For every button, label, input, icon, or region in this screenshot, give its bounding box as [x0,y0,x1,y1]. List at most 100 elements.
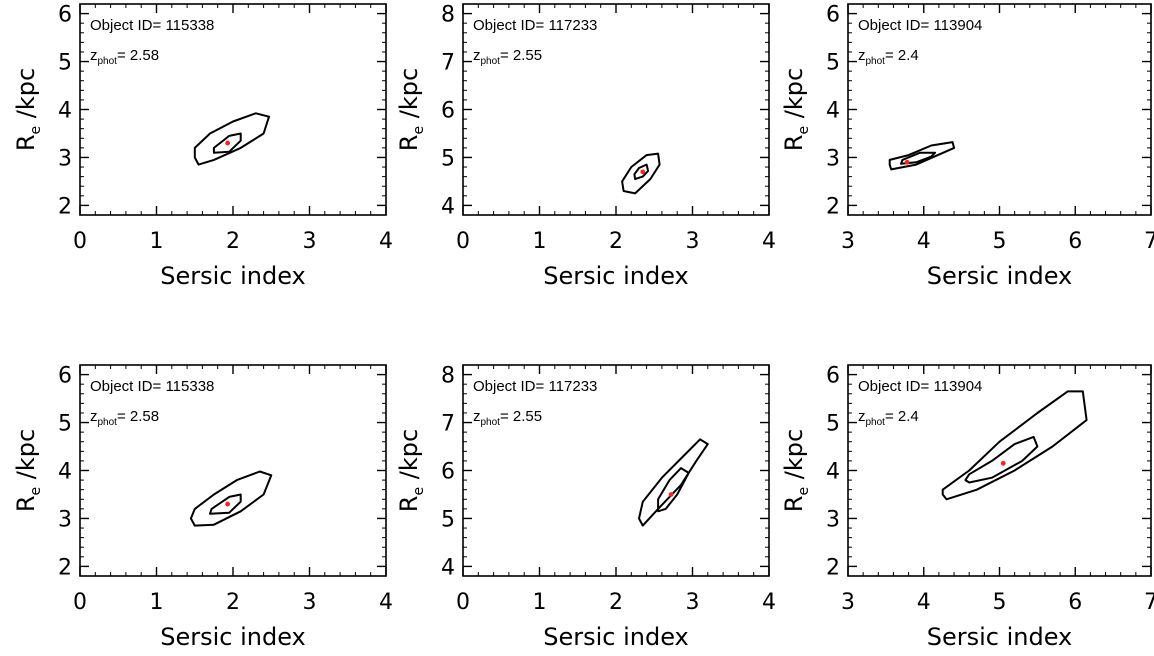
best-fit-point [1000,460,1006,466]
x-tick-label: 4 [917,229,931,254]
y-tick-label: 6 [826,364,840,389]
plot-frame [462,3,770,216]
y-tick-label: 5 [441,507,455,532]
redshift-subscript: phot [866,56,886,67]
x-tick-label: 4 [762,229,776,254]
y-tick-label: 6 [441,460,455,485]
redshift-subscript: phot [481,417,501,428]
x-tick-label: 5 [993,229,1007,254]
contour-outer [621,152,661,195]
redshift-label: zphot= 2.58 [90,47,159,67]
y-tick-label: 7 [441,51,455,76]
redshift-label: zphot= 2.58 [90,408,159,428]
contour-outer [193,112,270,166]
x-tick-label: 0 [456,229,470,254]
y-axis-title-main: R [395,134,423,151]
y-tick-label: 6 [58,364,72,389]
redshift-label: zphot= 2.4 [858,408,919,428]
y-axis-title-sub: e [796,126,812,135]
x-axis-title: Sersic index [543,623,689,651]
redshift-subscript: phot [866,417,886,428]
y-axis-title-sub: e [796,487,812,496]
y-tick-label: 4 [58,99,72,124]
object-id-label: Object ID= 117233 [473,17,597,34]
contour-outer [189,470,273,527]
contour-outer [638,438,709,527]
x-axis-title: Sersic index [160,262,306,290]
best-fit-point [640,169,646,175]
x-axis-title: Sersic index [160,623,306,651]
x-axis-title: Sersic index [927,623,1073,651]
y-tick-label: 6 [441,99,455,124]
y-tick-label: 5 [441,146,455,171]
y-axis-title: Re /kpc [780,429,812,512]
x-tick-label: 4 [762,590,776,615]
x-tick-label: 0 [73,590,87,615]
object-id-label: Object ID= 113904 [858,17,982,34]
y-tick-label: 8 [441,3,455,28]
y-tick-label: 4 [441,555,455,580]
x-tick-label: 3 [841,229,855,254]
contour-inner [657,467,690,513]
y-axis-title-sub: e [28,126,44,135]
x-tick-label: 6 [1068,590,1082,615]
redshift-value: = 2.4 [885,408,919,425]
x-tick-label: 2 [226,590,240,615]
x-tick-label: 6 [1068,229,1082,254]
object-id-label: Object ID= 117233 [473,378,597,395]
y-tick-label: 4 [441,194,455,219]
best-fit-point [904,159,910,165]
y-tick-label: 3 [58,146,72,171]
object-id-label: Object ID= 113904 [858,378,982,395]
y-tick-label: 3 [826,146,840,171]
redshift-value: = 2.4 [885,47,919,64]
y-axis-title-sub: e [411,126,427,135]
y-axis-title: Re /kpc [780,68,812,151]
redshift-value: = 2.55 [500,47,542,64]
contour-inner [209,493,242,515]
redshift-label: zphot= 2.4 [858,47,919,67]
redshift-value: = 2.55 [500,408,542,425]
x-tick-label: 1 [533,590,547,615]
contour-outer [941,390,1088,501]
redshift-subscript: phot [481,56,501,67]
x-axis-title: Sersic index [927,262,1073,290]
best-fit-point [225,140,231,146]
y-axis-title: Re /kpc [12,429,44,512]
redshift-subscript: phot [98,417,118,428]
y-axis-title-main: R [395,495,423,512]
contour-inner [212,132,242,154]
x-tick-label: 4 [379,590,393,615]
redshift-subscript: phot [98,56,118,67]
y-tick-label: 2 [58,555,72,580]
object-id-label: Object ID= 115338 [90,17,214,34]
y-axis-title-main: R [12,134,40,151]
redshift-symbol: z [90,47,98,64]
plot-frame [79,364,387,577]
contour-inner [964,435,1039,484]
y-tick-label: 5 [826,412,840,437]
y-axis-title-rest: /kpc [395,429,423,487]
y-tick-label: 2 [58,194,72,219]
x-tick-label: 2 [609,229,623,254]
x-tick-label: 1 [150,229,164,254]
redshift-value: = 2.58 [117,47,159,64]
y-axis-title-sub: e [28,487,44,496]
x-tick-label: 2 [226,229,240,254]
plot-frame [462,364,770,577]
y-axis-title-main: R [12,495,40,512]
plot-frame [847,3,1152,216]
x-axis-title: Sersic index [543,262,689,290]
x-tick-label: 5 [993,590,1007,615]
panel-5: 0 1 2 3 4 4 5 6 7 8 Sersic index Re /kpc Object ID= … [395,364,776,651]
y-tick-label: 3 [826,507,840,532]
y-axis-title-rest: /kpc [12,429,40,487]
y-axis-title-rest: /kpc [395,68,423,126]
y-tick-label: 3 [58,507,72,532]
plot-frame [847,364,1152,577]
x-tick-label: 4 [917,590,931,615]
redshift-value: = 2.58 [117,408,159,425]
